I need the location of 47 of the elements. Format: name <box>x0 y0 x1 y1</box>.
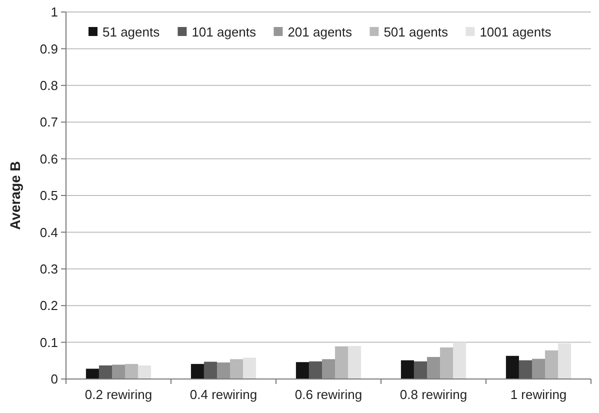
bar <box>243 358 256 379</box>
bar <box>558 343 572 379</box>
bar <box>453 342 466 379</box>
bar <box>335 346 348 379</box>
legend-label: 1001 agents <box>480 24 552 40</box>
bar <box>86 368 99 379</box>
y-tick-label: 1 <box>50 4 58 20</box>
y-axis-title: Average B <box>7 161 23 230</box>
y-tick-label: 0.2 <box>40 298 58 314</box>
bar <box>322 359 336 379</box>
x-tick-label: 0.8 rewiring <box>400 387 468 402</box>
bar <box>230 359 244 379</box>
legend-label: 201 agents <box>288 24 353 40</box>
bar <box>190 364 204 379</box>
x-tick-label: 1 rewiring <box>510 387 567 402</box>
legend-label: 501 agents <box>384 24 449 40</box>
y-tick-label: 0.5 <box>40 188 58 204</box>
bar <box>545 350 558 379</box>
bar <box>125 364 138 379</box>
legend-label: 101 agents <box>192 24 257 40</box>
bar <box>506 356 519 379</box>
bar <box>532 358 546 379</box>
y-tick-label: 0.6 <box>40 151 58 166</box>
bar <box>98 365 112 379</box>
bar <box>112 364 126 379</box>
bar <box>414 361 427 379</box>
y-tick-label: 0 <box>50 372 58 387</box>
bar <box>296 362 309 379</box>
bar <box>204 362 217 379</box>
legend-label: 51 agents <box>102 24 160 40</box>
x-tick-label: 0.6 rewiring <box>294 387 362 402</box>
y-tick-label: 0.9 <box>40 41 58 56</box>
y-tick-label: 0.3 <box>40 261 58 276</box>
y-tick-label: 0.8 <box>40 78 58 93</box>
bar <box>426 356 440 379</box>
bar <box>348 346 362 379</box>
bar <box>518 360 532 379</box>
bar <box>308 361 322 379</box>
y-tick-label: 0.7 <box>40 114 58 130</box>
bar <box>138 365 152 379</box>
y-tick-label: 0.4 <box>40 224 58 240</box>
y-tick-label: 0.1 <box>40 334 58 350</box>
bar <box>216 362 230 379</box>
x-tick-label: 0.4 rewiring <box>190 387 258 402</box>
bar <box>400 360 414 379</box>
x-tick-label: 0.2 rewiring <box>84 387 152 402</box>
bar <box>440 347 454 379</box>
